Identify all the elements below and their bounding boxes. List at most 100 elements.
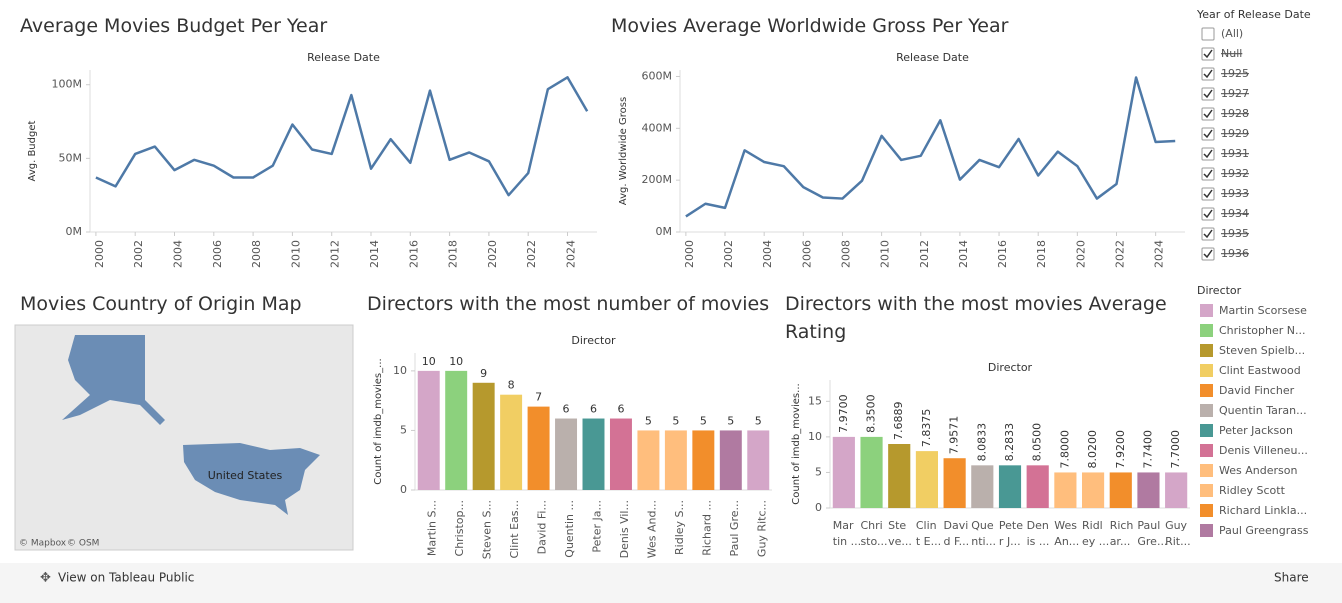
legend-swatch [1200,464,1213,477]
x-tick-label: Wes [1054,519,1077,532]
check-mark [1203,89,1213,99]
y-axis-title: Avg. Worldwide Gross [618,97,629,205]
share-button[interactable]: Share [1274,571,1309,585]
y-tick-label: 0 [400,483,407,496]
y-axis-title: Count of imdb_movies_... [373,358,384,484]
filter-item: 1931 [1221,147,1249,160]
checkbox[interactable] [1201,127,1215,141]
x-tick-label: Guy Ritc... [755,500,768,557]
checkbox[interactable] [1201,147,1215,161]
check-mark [1203,209,1213,219]
y-tick-label: 0M [66,225,83,238]
bar [1109,472,1132,508]
check-mark [1203,229,1213,239]
x-tick-label: Chri [860,519,882,532]
x-tick-label: 2012 [329,240,342,268]
checkbox[interactable] [1201,87,1215,101]
filter-item: 1925 [1221,67,1249,80]
y-tick-label: 600M [642,69,673,82]
x-tick-label: Wes And... [645,500,658,558]
data-label: 8.0500 [1031,423,1044,462]
filter-item: 1928 [1221,107,1249,120]
bar [609,418,632,490]
map-label: United States [208,469,283,482]
data-label: 6 [617,403,624,416]
checkbox[interactable] [1201,247,1215,261]
legend-item: Steven Spielb... [1219,344,1305,357]
bar [445,370,468,490]
x-tick-label: 2024 [565,240,578,268]
y-axis-title: Avg. Budget [27,121,38,182]
filter-item: 1934 [1221,207,1249,220]
checkbox[interactable] [1201,107,1215,121]
map-background [14,324,354,551]
checkbox[interactable] [1201,67,1215,81]
data-label: 7.9700 [837,394,850,433]
filter-item: Null [1221,47,1242,60]
x-tick-label: Rit... [1165,535,1191,548]
map-credit: © Mapbox [19,539,67,549]
legend-swatch [1200,344,1213,357]
x-tick-label: ey ... [1082,535,1109,548]
checkbox[interactable] [1201,27,1215,41]
y-tick-label: 10 [393,364,407,377]
x-tick-label: 2008 [250,240,263,268]
legend-swatch [1200,524,1213,537]
legend-item: Denis Villeneu... [1219,444,1308,457]
bar [719,430,742,490]
legend-item: Wes Anderson [1219,464,1297,477]
view-link[interactable]: View on Tableau Public [58,571,194,585]
data-label: 5 [700,414,707,427]
x-tick-label: 2006 [211,240,224,268]
chart-title: Directors with the most number of movies [367,293,770,315]
filter-item: 1933 [1221,187,1249,200]
chart-title: Average Movies Budget Per Year [20,15,328,37]
bar [888,444,911,508]
bar [582,418,605,490]
data-label: 8.2833 [1003,423,1016,462]
checkbox[interactable] [1201,167,1215,181]
x-tick-label: 2022 [1113,240,1126,268]
checkbox[interactable] [1201,207,1215,221]
x-tick-label: Ste [888,519,906,532]
legend-swatch [1200,404,1213,417]
legend-swatch [1200,484,1213,497]
toolbar [0,563,1342,603]
checkbox[interactable] [1201,227,1215,241]
bar [472,382,495,490]
x-tick-label: Paul [1137,519,1160,532]
x-tick-label: Denis Vil... [618,500,631,558]
legend-item: Clint Eastwood [1219,364,1301,377]
header: Release Date [307,51,380,64]
x-tick-label: 2012 [918,240,931,268]
x-tick-label: Mar [833,519,854,532]
check-mark [1203,149,1213,159]
legend-swatch [1200,504,1213,517]
checkbox[interactable] [1201,47,1215,61]
x-tick-label: 2020 [486,240,499,268]
x-tick-label: r J... [999,535,1021,548]
check-mark [1203,189,1213,199]
checkbox[interactable] [1201,187,1215,201]
check-mark [1203,169,1213,179]
bar [500,394,523,490]
data-label: 6 [590,403,597,416]
x-tick-label: is ... [1027,535,1050,548]
data-label: 7.8375 [920,409,933,448]
x-tick-label: 2006 [800,240,813,268]
x-tick-label: sto... [860,535,887,548]
x-tick-label: 2024 [1153,240,1166,268]
check-mark [1203,249,1213,259]
map-alaska [62,335,165,425]
data-label: 7 [535,391,542,404]
check-mark [1203,109,1213,119]
y-tick-label: 5 [815,465,822,478]
bar [664,430,687,490]
bar [1165,472,1188,508]
legend-item: Quentin Taran... [1219,404,1307,417]
x-tick-label: Christop... [453,500,466,556]
legend-swatch [1200,364,1213,377]
view-icon[interactable]: ✥ [40,571,51,586]
bar [943,458,966,508]
